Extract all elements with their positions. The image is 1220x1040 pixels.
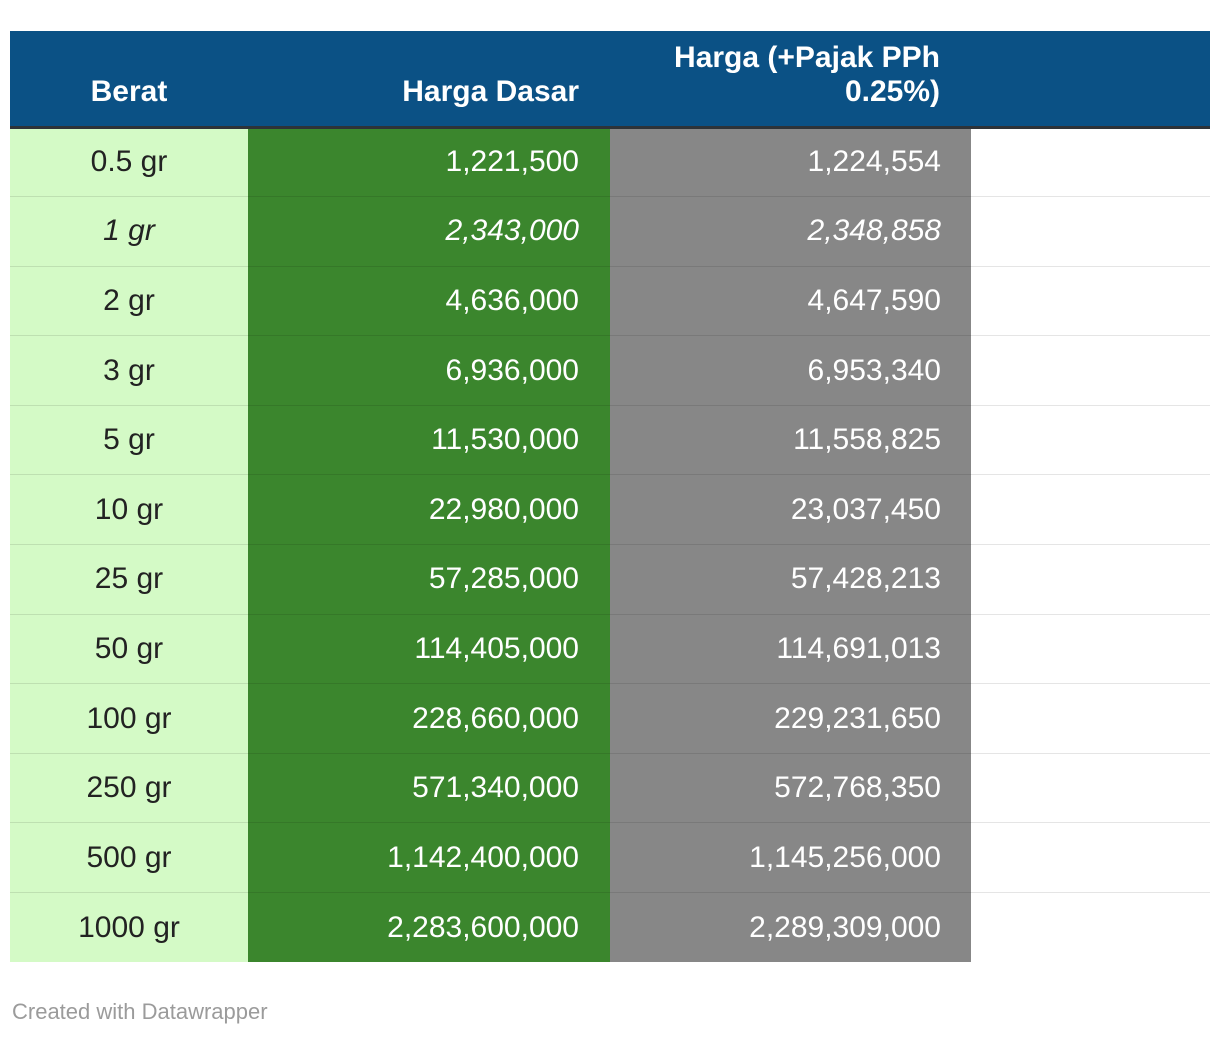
- cell-empty: [971, 127, 1210, 197]
- cell-empty: [971, 822, 1210, 893]
- cell-empty: [971, 892, 1210, 963]
- cell-empty: [971, 404, 1210, 475]
- cell-empty: [971, 474, 1210, 545]
- cell-harga-pajak: 57,428,213: [610, 544, 971, 615]
- column-header-harga-pajak: Harga (+Pajak PPh 0.25%): [610, 31, 971, 129]
- cell-harga-dasar: 11,530,000: [248, 404, 610, 475]
- cell-harga-pajak: 229,231,650: [610, 683, 971, 754]
- cell-harga-dasar: 4,636,000: [248, 265, 610, 336]
- cell-empty: [971, 683, 1210, 754]
- cell-berat: 1000 gr: [10, 892, 248, 963]
- table-row: 50 gr 114,405,000 114,691,013: [10, 613, 1210, 684]
- column-header-empty: [971, 31, 1210, 129]
- cell-berat: 50 gr: [10, 613, 248, 684]
- cell-harga-pajak: 114,691,013: [610, 613, 971, 684]
- cell-empty: [971, 752, 1210, 823]
- cell-berat: 250 gr: [10, 752, 248, 823]
- cell-empty: [971, 265, 1210, 336]
- cell-harga-pajak: 1,145,256,000: [610, 822, 971, 893]
- cell-harga-pajak: 1,224,554: [610, 127, 971, 197]
- table-row: 0.5 gr 1,221,500 1,224,554: [10, 127, 1210, 197]
- table-row: 3 gr 6,936,000 6,953,340: [10, 335, 1210, 406]
- column-header-berat: Berat: [10, 31, 248, 129]
- table-row: 10 gr 22,980,000 23,037,450: [10, 474, 1210, 545]
- table-row: 250 gr 571,340,000 572,768,350: [10, 752, 1210, 823]
- cell-empty: [971, 544, 1210, 615]
- cell-empty: [971, 613, 1210, 684]
- cell-berat: 3 gr: [10, 335, 248, 406]
- footer: Created with Datawrapper: [12, 999, 1210, 1025]
- cell-harga-pajak: 4,647,590: [610, 265, 971, 336]
- cell-empty: [971, 335, 1210, 406]
- header-row: Berat Harga Dasar Harga (+Pajak PPh 0.25…: [10, 31, 1210, 129]
- datawrapper-attribution-link[interactable]: Created with Datawrapper: [12, 999, 268, 1025]
- cell-harga-dasar: 57,285,000: [248, 544, 610, 615]
- cell-harga-dasar: 228,660,000: [248, 683, 610, 754]
- gold-price-table: Berat Harga Dasar Harga (+Pajak PPh 0.25…: [10, 31, 1210, 963]
- cell-harga-dasar: 2,343,000: [248, 196, 610, 267]
- cell-harga-pajak: 23,037,450: [610, 474, 971, 545]
- cell-harga-pajak: 2,289,309,000: [610, 892, 971, 963]
- cell-harga-pajak: 2,348,858: [610, 196, 971, 267]
- table-row: 1 gr 2,343,000 2,348,858: [10, 196, 1210, 267]
- table-row: 5 gr 11,530,000 11,558,825: [10, 404, 1210, 475]
- cell-harga-pajak: 6,953,340: [610, 335, 971, 406]
- cell-harga-dasar: 2,283,600,000: [248, 892, 610, 963]
- cell-harga-dasar: 6,936,000: [248, 335, 610, 406]
- table-row: 2 gr 4,636,000 4,647,590: [10, 265, 1210, 336]
- cell-harga-pajak: 572,768,350: [610, 752, 971, 823]
- cell-berat: 100 gr: [10, 683, 248, 754]
- cell-harga-dasar: 1,142,400,000: [248, 822, 610, 893]
- cell-berat: 0.5 gr: [10, 127, 248, 197]
- cell-berat: 2 gr: [10, 265, 248, 336]
- table-row: 1000 gr 2,283,600,000 2,289,309,000: [10, 892, 1210, 963]
- cell-harga-dasar: 1,221,500: [248, 127, 610, 197]
- cell-berat: 10 gr: [10, 474, 248, 545]
- table-row: 100 gr 228,660,000 229,231,650: [10, 683, 1210, 754]
- cell-harga-dasar: 22,980,000: [248, 474, 610, 545]
- cell-harga-dasar: 571,340,000: [248, 752, 610, 823]
- column-header-harga-dasar: Harga Dasar: [248, 31, 610, 129]
- cell-empty: [971, 196, 1210, 267]
- table-row: 500 gr 1,142,400,000 1,145,256,000: [10, 822, 1210, 893]
- cell-berat: 1 gr: [10, 196, 248, 267]
- cell-harga-dasar: 114,405,000: [248, 613, 610, 684]
- cell-berat: 25 gr: [10, 544, 248, 615]
- cell-berat: 5 gr: [10, 404, 248, 475]
- cell-harga-pajak: 11,558,825: [610, 404, 971, 475]
- cell-berat: 500 gr: [10, 822, 248, 893]
- table-row: 25 gr 57,285,000 57,428,213: [10, 544, 1210, 615]
